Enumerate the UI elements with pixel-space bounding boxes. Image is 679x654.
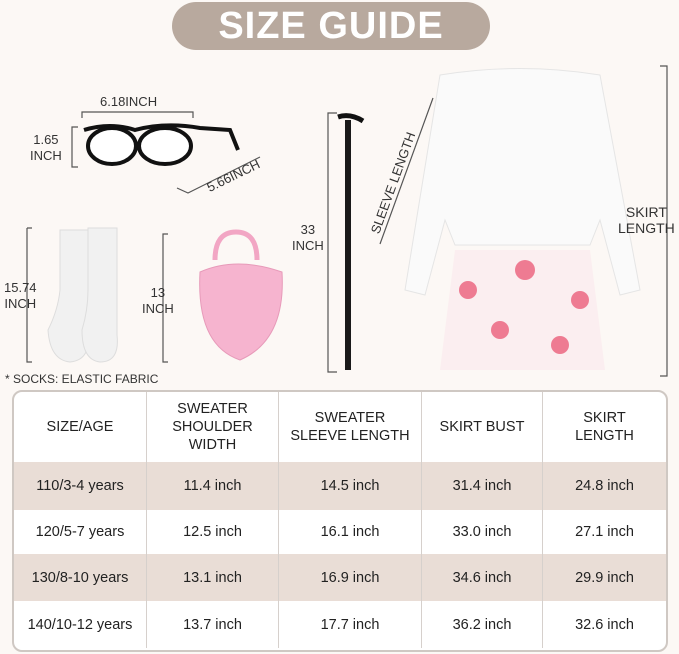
skirt-length-line1: SKIRT xyxy=(625,204,667,220)
bag-height-label: 13 INCH xyxy=(142,285,174,317)
table-cell: 120/5-7 years xyxy=(14,510,147,554)
table-header-cell: SIZE/AGE xyxy=(14,392,147,462)
socks-height-label: 15.74 INCH xyxy=(4,280,37,312)
bag-dimension-line xyxy=(162,233,168,363)
header-text: LENGTH xyxy=(575,428,634,444)
table-row: 110/3-4 years 11.4 inch 14.5 inch 31.4 inch… xyxy=(14,462,666,510)
table-cell: 29.9 inch xyxy=(575,569,634,586)
table-cell: 110/3-4 years xyxy=(14,462,147,510)
table-cell: 13.7 inch xyxy=(147,601,279,648)
socks-image xyxy=(47,227,118,363)
bag-height-unit: INCH xyxy=(142,301,174,316)
table-header-row: SIZE/AGE SWEATER SHOULDER WIDTH SWEATER SLEEV… xyxy=(14,392,666,462)
table-cell: 130/8-10 years xyxy=(14,554,147,601)
table-row: 120/5-7 years 12.5 inch 16.1 inch 33.0 inch… xyxy=(14,510,666,554)
table-cell: 33.0 inch xyxy=(422,510,543,554)
table-header-cell: SKIRT BUST xyxy=(422,392,543,462)
glasses-height-label: 1.65 INCH xyxy=(30,132,62,164)
header-text: WIDTH xyxy=(188,437,237,453)
header-text: SKIRT BUST xyxy=(439,419,525,435)
table-header-cell: SWEATER SHOULDER WIDTH xyxy=(147,392,279,462)
table-cell: 36.2 inch xyxy=(422,601,543,648)
skirt-dimension-line xyxy=(660,65,668,377)
glasses-height-unit: INCH xyxy=(30,148,62,163)
header-text: SKIRT xyxy=(583,410,626,426)
table-row: 130/8-10 years 13.1 inch 16.9 inch 34.6 inc… xyxy=(14,554,666,601)
header-text: SIZE/AGE xyxy=(46,419,114,435)
table-cell: 34.6 inch xyxy=(422,554,543,601)
cane-dimension-line xyxy=(327,112,337,373)
table-cell: 140/10-12 years xyxy=(14,601,147,648)
header-text: SWEATER xyxy=(177,401,248,417)
table-header-cell: SWEATER SLEEVE LENGTH xyxy=(279,392,422,462)
table-header-cell: SKIRT LENGTH xyxy=(543,392,666,462)
bag-image xyxy=(199,229,283,361)
socks-height-value: 15.74 xyxy=(4,280,37,295)
table-cell: 24.8 inch xyxy=(575,478,634,494)
dress-image xyxy=(404,68,641,370)
cane-height-value: 33 xyxy=(300,222,316,237)
size-table: SIZE/AGE SWEATER SHOULDER WIDTH SWEATER SLEEV… xyxy=(12,390,668,652)
header-text: SWEATER xyxy=(314,410,386,426)
skirt-length-label: SKIRT LENGTH xyxy=(618,204,675,236)
page-title: SIZE GUIDE xyxy=(172,2,490,50)
socks-dimension-line xyxy=(26,227,32,363)
table-cell: 12.5 inch xyxy=(147,510,279,554)
socks-height-unit: INCH xyxy=(4,296,37,311)
table-cell: 11.4 inch xyxy=(147,462,279,510)
table-row: 140/10-12 years 13.7 inch 17.7 inch 36.2 in… xyxy=(14,601,666,648)
table-cell: 17.7 inch xyxy=(279,601,422,648)
glasses-height-value: 1.65 xyxy=(33,132,59,147)
bag-height-value: 13 xyxy=(150,285,166,300)
table-cell: 32.6 inch xyxy=(575,616,634,633)
cane-image xyxy=(337,113,365,370)
cane-height-unit: INCH xyxy=(292,238,324,253)
table-cell: 27.1 inch xyxy=(575,524,634,540)
glasses-width-label: 6.18INCH xyxy=(100,94,158,109)
header-text: SLEEVE LENGTH xyxy=(290,428,410,444)
glasses-dimension-lines xyxy=(71,111,261,194)
table-cell: 14.5 inch xyxy=(279,462,422,510)
glasses-image xyxy=(83,123,240,166)
header-text: SHOULDER xyxy=(172,419,253,435)
table-cell: 16.1 inch xyxy=(279,510,422,554)
cane-height-label: 33 INCH xyxy=(292,222,324,254)
sleeve-dimension-line xyxy=(379,97,434,245)
table-cell: 16.9 inch xyxy=(279,554,422,601)
table-cell: 13.1 inch xyxy=(147,554,279,601)
table-cell: 31.4 inch xyxy=(422,462,543,510)
skirt-length-line2: LENGTH xyxy=(618,220,675,236)
product-illustrations xyxy=(26,65,668,377)
socks-note: * SOCKS: ELASTIC FABRIC xyxy=(5,372,159,386)
